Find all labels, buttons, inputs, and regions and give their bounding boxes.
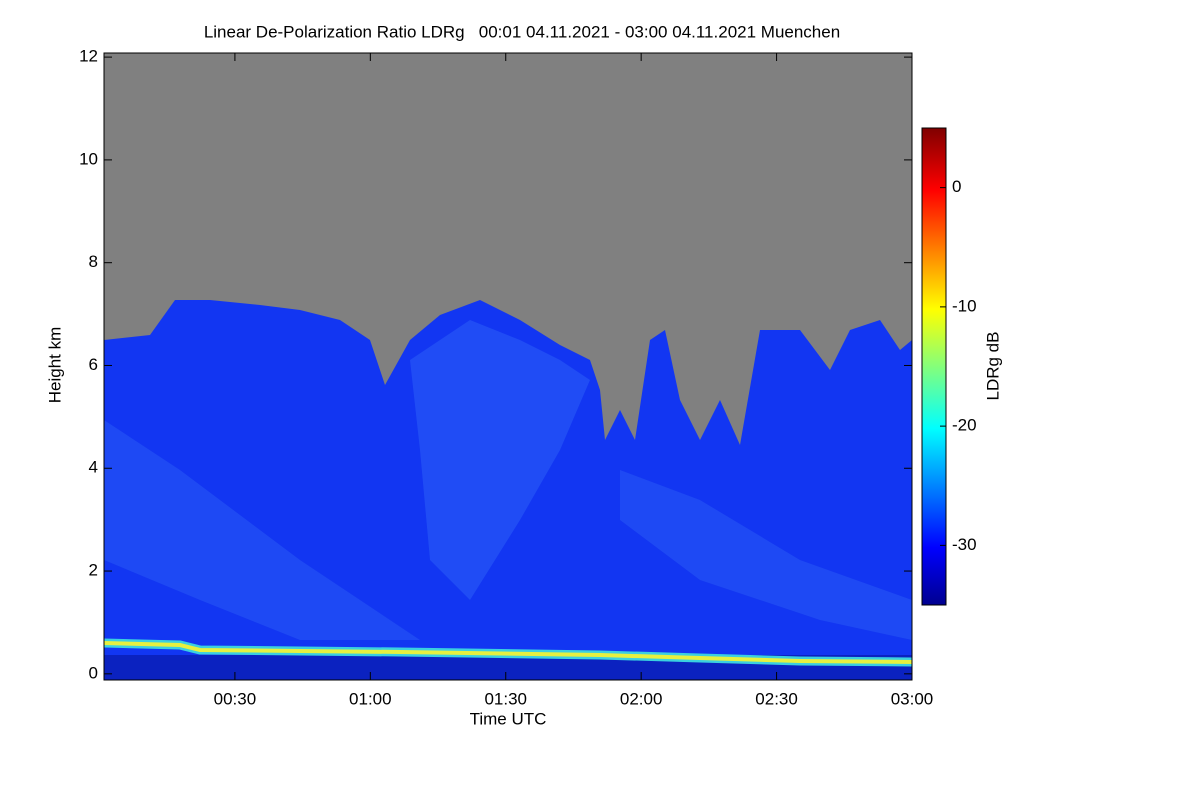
- colorbar-label: LDRg dB: [983, 332, 1002, 401]
- plot-frame: [103, 52, 913, 681]
- heatmap-field: [104, 53, 912, 680]
- x-tick-label: 02:30: [755, 689, 798, 708]
- y-tick-label: 4: [89, 458, 98, 477]
- y-tick-label: 6: [89, 355, 98, 374]
- y-tick-label: 12: [79, 47, 98, 66]
- x-tick-label: 01:30: [484, 689, 527, 708]
- y-tick-label: 10: [79, 149, 98, 168]
- y-tick-label: 2: [89, 561, 98, 580]
- x-axis-label: Time UTC: [470, 709, 547, 728]
- x-tick-label: 03:00: [891, 689, 934, 708]
- y-axis-label: Height km: [45, 327, 64, 404]
- colorbar-tick-label: 0: [952, 177, 961, 196]
- x-tick-label: 01:00: [349, 689, 392, 708]
- colorbar-tick-label: -30: [952, 535, 977, 554]
- x-tick-label: 02:00: [620, 689, 663, 708]
- colorbar-tick-label: -10: [952, 296, 977, 315]
- y-tick-label: 0: [89, 663, 98, 682]
- x-tick-label: 00:30: [214, 689, 257, 708]
- y-tick-label: 8: [89, 252, 98, 271]
- colorbar: [921, 127, 947, 606]
- chart-title: Linear De-Polarization Ratio LDRg 00:01 …: [204, 22, 840, 41]
- colorbar-tick-label: -20: [952, 416, 977, 435]
